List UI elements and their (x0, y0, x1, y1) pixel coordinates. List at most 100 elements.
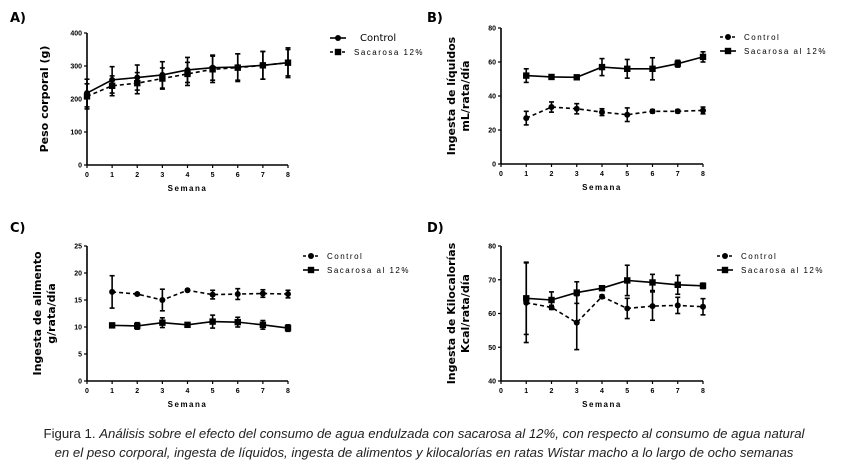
y-tick-label: 400 (70, 31, 82, 38)
legend-label: Sacarosa al 12% (744, 47, 827, 56)
x-tick-label: 4 (186, 388, 190, 395)
x-tick-label: 3 (160, 388, 164, 395)
y-axis-title: g/rata/día (45, 283, 58, 344)
series-sacarosa-al-12- (108, 314, 292, 333)
legend-entry: Sacarosa al 12% (720, 47, 827, 56)
x-tick-label: 0 (499, 171, 503, 178)
series-line (112, 320, 289, 329)
y-tick-label: 80 (488, 26, 496, 33)
legend-marker (725, 34, 731, 40)
data-point (573, 319, 580, 326)
legend-label: Control (360, 33, 396, 44)
legend-marker (722, 253, 728, 259)
y-axis-title: Kcal/rata/día (459, 274, 472, 353)
legend-marker (334, 48, 342, 56)
data-point (134, 322, 141, 330)
x-axis-title: Semana (168, 400, 208, 409)
y-tick-label: 25 (74, 244, 82, 251)
y-axis-title: Ingesta de líquidos (445, 36, 458, 155)
x-tick-label: 0 (499, 388, 503, 395)
legend-entry: Sacarosa 12% (330, 48, 424, 57)
chart-panel-c: C) 0 5 10 15 20 25 0 1 2 3 4 5 6 7 8 Semana Ingesta de al… (10, 221, 410, 409)
series-line (526, 295, 704, 324)
x-tick-label: 7 (261, 172, 265, 179)
data-point (599, 293, 605, 300)
data-point (159, 319, 166, 326)
series-line (526, 279, 704, 301)
legend-label: Sacarosa al 12% (741, 266, 824, 275)
legend-marker (307, 266, 315, 274)
data-point (209, 318, 216, 325)
data-point (548, 296, 555, 304)
x-tick-label: 1 (110, 388, 114, 395)
x-tick-label: 6 (651, 388, 655, 395)
x-tick-label: 2 (135, 172, 139, 179)
data-point (259, 321, 267, 329)
data-point (284, 59, 292, 66)
x-tick-label: 8 (286, 388, 290, 395)
y-tick-label: 10 (74, 325, 82, 332)
panel-label: D) (427, 221, 444, 236)
y-tick-label: 80 (488, 244, 496, 251)
x-tick-label: 2 (135, 388, 139, 395)
x-tick-label: 4 (600, 171, 604, 178)
x-tick-label: 5 (211, 388, 215, 395)
legend-label: Sacarosa 12% (354, 48, 424, 57)
data-point (573, 105, 580, 112)
data-point (598, 63, 606, 71)
legend-label: Control (327, 252, 363, 261)
data-point (523, 72, 530, 79)
legend-entry: Control (303, 252, 363, 261)
y-tick-label: 300 (70, 64, 82, 71)
y-tick-label: 50 (488, 345, 496, 352)
data-point (209, 66, 216, 73)
data-point (284, 324, 292, 332)
legend-marker (335, 35, 341, 41)
data-point (159, 75, 166, 82)
data-point (523, 115, 530, 122)
data-point (523, 295, 530, 302)
legend-marker (721, 266, 729, 274)
panel-label: A) (10, 11, 26, 26)
data-point (674, 60, 681, 67)
x-tick-label: 6 (236, 172, 240, 179)
x-tick-label: 3 (575, 171, 579, 178)
x-tick-label: 1 (524, 388, 528, 395)
series-line (86, 61, 289, 98)
data-point (548, 73, 555, 81)
data-point (649, 108, 656, 115)
panel-label: B) (427, 11, 443, 26)
y-tick-label: 40 (488, 379, 496, 386)
x-tick-label: 2 (550, 171, 554, 178)
x-tick-label: 8 (286, 172, 290, 179)
y-axis-title: mL/rata/día (459, 60, 472, 131)
figure-caption: Figura 1. Análisis sobre el efecto del c… (0, 424, 848, 462)
legend-label: Control (741, 252, 777, 261)
data-point (700, 303, 706, 310)
chart-panel-a: A) 0 100 200 300 400 0 1 2 3 4 5 6 7 8 Semana Peso corpo… (10, 11, 424, 193)
legend-label: Sacarosa al 12% (327, 266, 410, 275)
x-tick-label: 2 (550, 388, 554, 395)
series-control (523, 101, 706, 126)
y-axis-title: Peso corporal (g) (38, 46, 51, 153)
data-point (699, 53, 707, 61)
caption-line-1: Figura 1. Análisis sobre el efecto del c… (0, 424, 848, 443)
y-tick-label: 70 (488, 277, 496, 284)
data-point (234, 291, 241, 298)
y-tick-label: 60 (488, 60, 496, 67)
data-point (184, 70, 191, 78)
data-point (259, 290, 266, 297)
y-tick-label: 40 (488, 94, 496, 101)
x-axis-title: Semana (582, 183, 622, 192)
x-tick-label: 6 (651, 171, 655, 178)
caption-text-2: en el peso corporal, ingesta de líquidos… (54, 445, 794, 460)
data-point (83, 93, 91, 100)
x-tick-label: 3 (575, 388, 579, 395)
legend-marker (308, 253, 314, 259)
legend-entry: Control (720, 33, 779, 42)
y-tick-label: 20 (74, 271, 82, 278)
x-tick-label: 8 (701, 388, 705, 395)
data-point (573, 74, 580, 81)
legend-marker (724, 47, 732, 55)
data-point (285, 291, 291, 298)
